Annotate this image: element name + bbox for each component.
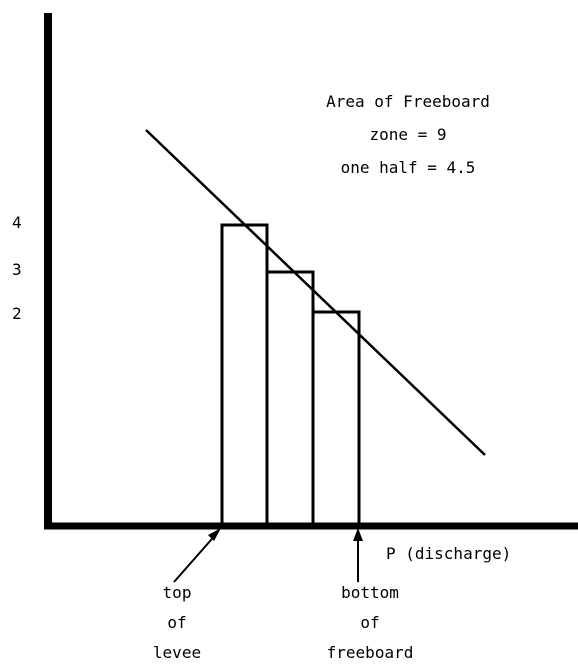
callout-right-line-1: bottom [341, 583, 399, 602]
callout-right-line-3: freeboard [326, 643, 414, 662]
annotation-one-half: one half = 4.5 [340, 158, 476, 177]
y-tick-label-2: 2 [12, 304, 22, 323]
bar-height-3 [265, 270, 315, 528]
y-tick-label-4: 4 [12, 213, 22, 232]
callout-right-line-2: of [360, 613, 380, 632]
y-tick-label-3: 3 [12, 260, 22, 279]
annotation-title: Area of Freeboard [326, 92, 490, 111]
callout-left-line-2: of [167, 613, 187, 632]
top-of-levee-arrow [173, 528, 221, 583]
callout-left-line-1: top [162, 583, 192, 602]
callout-left-line-3: levee [152, 643, 202, 662]
bottom-of-freeboard-arrow [353, 528, 363, 582]
annotation-zone-area: zone = 9 [369, 125, 447, 144]
trend-line [145, 129, 486, 456]
bar-height-2 [311, 310, 361, 528]
bar-height-4 [220, 223, 269, 528]
x-axis-label: P (discharge) [386, 544, 512, 563]
